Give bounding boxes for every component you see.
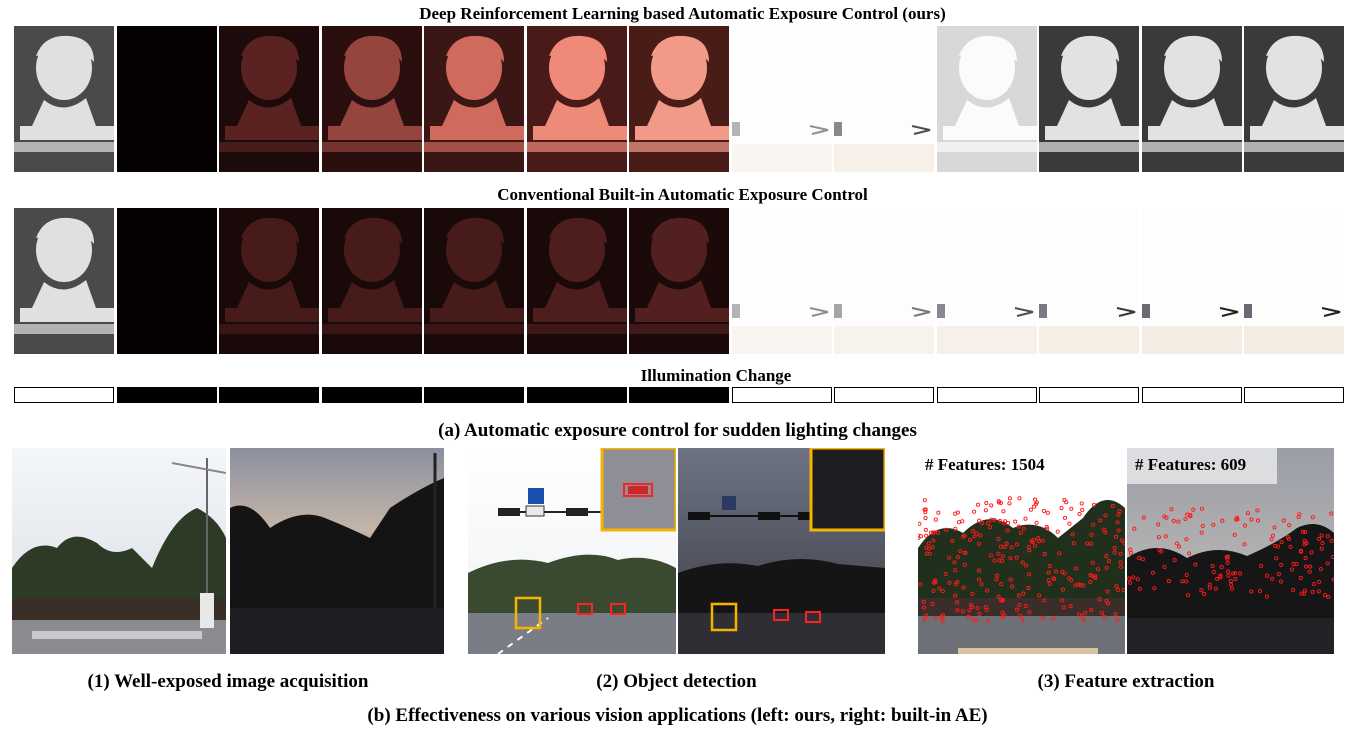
illumination-bar-bright xyxy=(732,387,832,403)
builtin-frame xyxy=(1244,208,1344,354)
features-builtin-count: # Features: 609 xyxy=(1135,455,1246,475)
ours-frame xyxy=(14,26,114,172)
illumination-title: Illumination Change xyxy=(0,366,1365,386)
ours-frame xyxy=(834,26,934,172)
features-builtin-image xyxy=(1127,448,1334,654)
ours-frame xyxy=(117,26,217,172)
acquisition-caption: (1) Well-exposed image acquisition xyxy=(12,671,444,693)
illumination-bar-dark xyxy=(322,387,422,403)
caption-a: (a) Automatic exposure control for sudde… xyxy=(0,420,1355,442)
builtin-frame xyxy=(322,208,422,354)
ours-frame xyxy=(424,26,524,172)
builtin-row-title: Conventional Built-in Automatic Exposure… xyxy=(0,185,1365,205)
ours-frame xyxy=(937,26,1037,172)
features-ours-image xyxy=(918,448,1125,654)
illumination-bar-bright xyxy=(834,387,934,403)
builtin-frame xyxy=(937,208,1037,354)
ours-frame xyxy=(1039,26,1139,172)
acquisition-builtin-image xyxy=(230,448,444,654)
builtin-frame xyxy=(117,208,217,354)
builtin-frame xyxy=(424,208,524,354)
ours-frame xyxy=(629,26,729,172)
illumination-bar-dark xyxy=(117,387,217,403)
builtin-frame xyxy=(834,208,934,354)
features-caption: (3) Feature extraction xyxy=(918,671,1334,693)
builtin-frame xyxy=(732,208,832,354)
caption-b: (b) Effectiveness on various vision appl… xyxy=(0,705,1355,727)
builtin-frame xyxy=(1142,208,1242,354)
features-ours-count: # Features: 1504 xyxy=(925,455,1045,475)
builtin-frame xyxy=(14,208,114,354)
detection-ours-image xyxy=(468,448,676,654)
ours-frame xyxy=(1244,26,1344,172)
ours-frame xyxy=(219,26,319,172)
illumination-bar-dark xyxy=(527,387,627,403)
illumination-bar-bright xyxy=(1244,387,1344,403)
illumination-bar-dark xyxy=(629,387,729,403)
ours-row-title: Deep Reinforcement Learning based Automa… xyxy=(0,4,1365,24)
illumination-bar-bright xyxy=(937,387,1037,403)
illumination-bar-dark xyxy=(424,387,524,403)
ours-frame xyxy=(322,26,422,172)
acquisition-ours-image xyxy=(12,448,226,654)
builtin-frame xyxy=(1039,208,1139,354)
illumination-bar-bright xyxy=(1039,387,1139,403)
detection-caption: (2) Object detection xyxy=(468,671,885,693)
ours-frame xyxy=(1142,26,1242,172)
illumination-bar-bright xyxy=(14,387,114,403)
illumination-bar-bright xyxy=(1142,387,1242,403)
builtin-frame xyxy=(219,208,319,354)
builtin-frame xyxy=(527,208,627,354)
illumination-bar-dark xyxy=(219,387,319,403)
builtin-frame xyxy=(629,208,729,354)
ours-frame xyxy=(732,26,832,172)
detection-builtin-image xyxy=(678,448,885,654)
ours-frame xyxy=(527,26,627,172)
